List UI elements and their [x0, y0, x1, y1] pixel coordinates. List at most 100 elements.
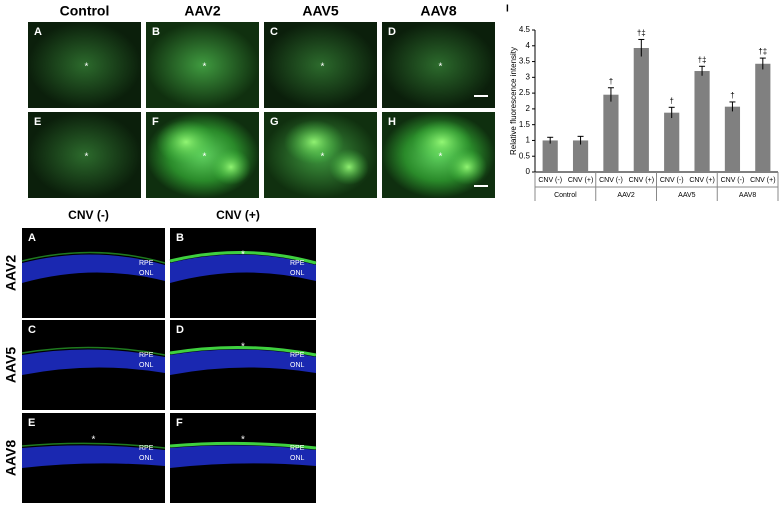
bar [755, 63, 771, 172]
rpe-layer [169, 250, 317, 265]
micrograph-glow [382, 22, 495, 108]
rpe-layer [169, 345, 317, 357]
fluorescence-blob [447, 149, 487, 185]
x-tick-label: CNV (+) [689, 177, 714, 184]
significance-mark: †‡ [758, 47, 767, 56]
x-tick-label: CNV (+) [750, 177, 775, 184]
asterisk: * [92, 435, 96, 446]
panel-letter: C [270, 26, 278, 38]
layer-label: ONL [139, 362, 154, 369]
column-header: CNV (+) [216, 208, 260, 222]
panel-letter: D [388, 26, 396, 38]
panel-letter: G [270, 116, 279, 128]
bar [603, 94, 619, 172]
asterisk: * [203, 152, 207, 163]
rpe-layer [21, 346, 166, 356]
asterisk: * [439, 152, 443, 163]
y-axis-label: Relative fluorescence intensity [509, 47, 518, 155]
x-tick-label: CNV (-) [538, 177, 562, 184]
panel-letter: E [34, 116, 41, 128]
y-tick-label: 0 [526, 167, 531, 176]
y-tick-label: 2.5 [519, 88, 531, 97]
asterisk: * [439, 62, 443, 73]
y-tick-label: 1.5 [519, 120, 531, 129]
nuclear-layer [22, 254, 165, 283]
x-tick-label: CNV (-) [660, 177, 684, 184]
significance-mark: † [609, 77, 613, 86]
significance-mark: † [730, 91, 734, 100]
panel-letter: C [28, 324, 36, 336]
layer-label: RPE [290, 352, 305, 359]
panel-letter: F [152, 116, 159, 128]
panel-letter: B [152, 26, 160, 38]
bar [542, 140, 558, 172]
layer-label: RPE [139, 260, 154, 267]
layer-label: ONL [290, 455, 305, 462]
row-label: AAV2 [3, 255, 19, 292]
column-header: CNV (-) [68, 208, 109, 222]
fluorescence-blob [211, 149, 251, 185]
asterisk: * [85, 152, 89, 163]
y-tick-label: 3.5 [519, 57, 531, 66]
y-tick-label: 0.5 [519, 151, 531, 160]
micrograph-glow [28, 22, 141, 108]
column-header: AAV5 [302, 3, 339, 19]
group-label: AAV2 [617, 192, 634, 199]
fluorescence-blob [284, 120, 344, 164]
fluorescence-blob [329, 149, 369, 185]
row-label: AAV5 [3, 347, 19, 384]
asterisk: * [203, 62, 207, 73]
nuclear-layer [22, 445, 165, 468]
layer-label: ONL [139, 270, 154, 277]
y-tick-label: 4 [526, 41, 531, 50]
column-header: Control [60, 3, 110, 19]
micrograph-glow [28, 112, 141, 198]
nuclear-layer [170, 254, 316, 283]
column-header: AAV2 [184, 3, 221, 19]
bar [694, 71, 710, 172]
layer-label: RPE [139, 445, 154, 452]
y-tick-label: 2 [526, 104, 531, 113]
column-header: AAV8 [420, 3, 457, 19]
y-tick-label: 4.5 [519, 25, 531, 34]
rpe-layer [21, 251, 166, 264]
layer-label: RPE [290, 260, 305, 267]
nuclear-layer [170, 349, 316, 375]
y-tick-label: 3 [526, 72, 531, 81]
micrograph-glow [264, 22, 377, 108]
layer-label: ONL [290, 270, 305, 277]
asterisk: * [85, 62, 89, 73]
x-tick-label: CNV (+) [629, 177, 654, 184]
panel-letter: I [506, 4, 509, 15]
rpe-layer [169, 441, 317, 450]
bar [572, 140, 589, 172]
asterisk: * [321, 62, 325, 73]
y-tick-label: 1 [526, 136, 531, 145]
panel-letter: D [176, 324, 184, 336]
rpe-layer [21, 442, 166, 449]
bar [724, 106, 741, 172]
group-label: AAV8 [739, 192, 756, 199]
layer-label: ONL [290, 362, 305, 369]
asterisk: * [241, 250, 245, 261]
layer-label: RPE [139, 352, 154, 359]
fluorescence-blob [156, 120, 216, 164]
x-tick-label: CNV (-) [721, 177, 745, 184]
panel-letter: A [28, 232, 36, 244]
group-label: Control [554, 192, 577, 199]
nuclear-layer [22, 349, 165, 375]
panel-letter: E [28, 417, 35, 429]
x-tick-label: CNV (+) [568, 177, 593, 184]
panel-letter: F [176, 417, 183, 429]
significance-mark: † [669, 96, 673, 105]
panel-letter: B [176, 232, 184, 244]
row-label: AAV8 [3, 440, 19, 477]
bar [664, 112, 680, 172]
panel-letter: H [388, 116, 396, 128]
micrograph-glow [146, 22, 259, 108]
x-tick-label: CNV (-) [599, 177, 623, 184]
layer-label: ONL [139, 455, 154, 462]
asterisk: * [321, 152, 325, 163]
asterisk: * [241, 435, 245, 446]
